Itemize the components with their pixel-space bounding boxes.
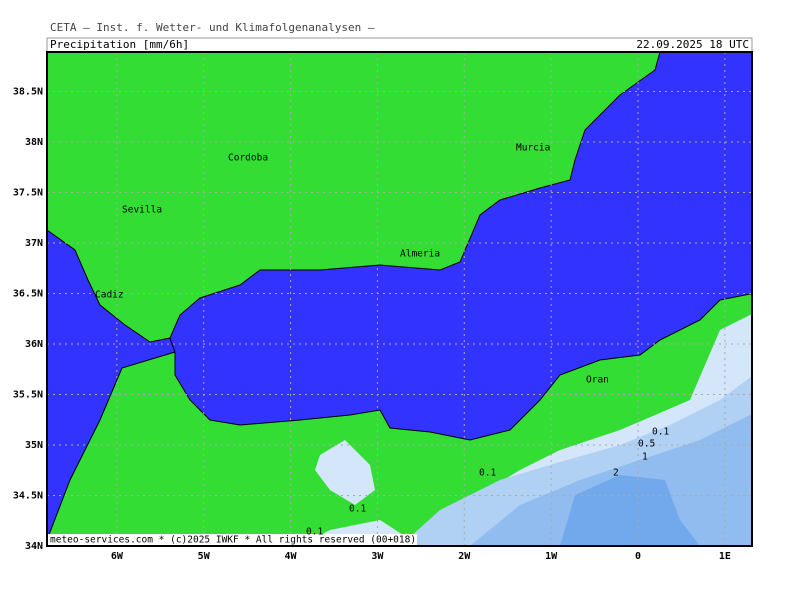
- precip-2: [560, 475, 700, 546]
- lat-label: 38N: [25, 137, 43, 148]
- valid-time: 22.09.2025 18 UTC: [636, 38, 749, 51]
- labels: 38.5N 38N 37.5N 37N 36.5N 36N 35.5N 35N 34.5N 34N…: [13, 87, 731, 563]
- footer: meteo-services.com * (c)2025 IWKF * All …: [50, 535, 416, 546]
- city-label: Cordoba: [228, 153, 268, 164]
- lat-label: 35.5N: [13, 390, 43, 401]
- map-area: meteo-services.com * (c)2025 IWKF * All …: [47, 52, 752, 546]
- city-label: Murcia: [516, 143, 550, 154]
- lat-label: 37.5N: [13, 188, 43, 199]
- footer-bg: [47, 534, 417, 546]
- city-label: Sevilla: [122, 205, 162, 216]
- city-label: Cadiz: [95, 290, 124, 301]
- contour-label: 1: [642, 452, 648, 463]
- lon-label: 3W: [371, 551, 384, 562]
- contour-label: 2: [613, 468, 619, 479]
- lon-label: 4W: [285, 551, 298, 562]
- lon-label: 5W: [198, 551, 211, 562]
- lat-label: 36N: [25, 339, 43, 350]
- precip-0-1-blob: [315, 440, 375, 505]
- lon-label: 1E: [719, 551, 731, 562]
- map-frame: [46, 51, 753, 547]
- lat-label: 34.5N: [13, 491, 43, 502]
- contour-label: 0.1: [479, 468, 496, 479]
- mediterranean: [169, 52, 752, 441]
- contour-label: 0.5: [638, 439, 655, 450]
- lon-label: 0: [635, 551, 641, 562]
- graticule: [47, 52, 752, 546]
- contour-label: 0.1: [652, 427, 669, 438]
- product-label: Precipitation [mm/6h]: [50, 38, 189, 51]
- contour-label: 0.1: [349, 504, 366, 515]
- lat-label: 34N: [25, 541, 43, 552]
- contour-label: 0.1: [306, 527, 323, 538]
- header-title: CETA – Inst. f. Wetter- und Klimafolgena…: [50, 21, 375, 34]
- lat-label: 37N: [25, 238, 43, 249]
- lon-label: 2W: [458, 551, 471, 562]
- city-label: Oran: [586, 375, 609, 386]
- lat-label: 36.5N: [13, 289, 43, 300]
- lon-label: 6W: [111, 551, 124, 562]
- lon-label: 1W: [545, 551, 558, 562]
- city-label: Almeria: [400, 249, 440, 260]
- lat-label: 38.5N: [13, 87, 43, 98]
- lat-label: 35N: [25, 440, 43, 451]
